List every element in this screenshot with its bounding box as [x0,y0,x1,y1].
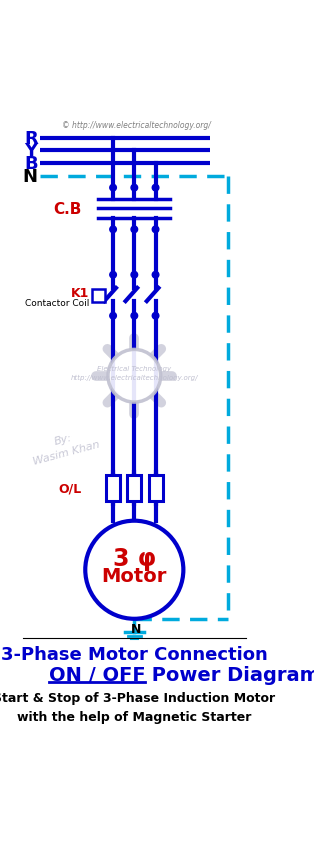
Text: Start & Stop of 3-Phase Induction Motor
with the help of Magnetic Starter: Start & Stop of 3-Phase Induction Motor … [0,690,275,722]
Circle shape [85,521,183,619]
Text: Electrical Technology
http://www.electricaltechnology.org/: Electrical Technology http://www.electri… [71,365,198,381]
FancyBboxPatch shape [106,476,120,501]
Text: © http://www.electricaltechnology.org/: © http://www.electricaltechnology.org/ [62,121,211,129]
FancyBboxPatch shape [149,476,163,501]
Text: O/L: O/L [58,482,82,495]
Circle shape [110,227,116,233]
FancyBboxPatch shape [127,476,141,501]
Circle shape [110,185,116,192]
Circle shape [152,272,159,279]
Text: C.B: C.B [53,202,82,217]
Text: Y: Y [24,142,38,160]
Text: Contactor Coil: Contactor Coil [24,299,89,308]
Text: Motor: Motor [102,566,167,586]
Text: By:
Wasim Khan: By: Wasim Khan [29,425,101,466]
Text: B: B [24,154,38,172]
Circle shape [152,185,159,192]
Text: 3 φ: 3 φ [113,546,156,571]
Circle shape [110,272,116,279]
Text: K1: K1 [71,286,89,300]
Circle shape [108,350,161,403]
FancyBboxPatch shape [92,289,105,302]
Circle shape [131,185,138,192]
Circle shape [152,227,159,233]
Text: ON / OFF: ON / OFF [49,665,145,684]
Text: R: R [24,130,38,148]
Text: Power Diagram: Power Diagram [145,665,314,684]
Circle shape [152,313,159,320]
Circle shape [131,227,138,233]
Text: N: N [131,622,141,635]
Circle shape [131,272,138,279]
Circle shape [110,313,116,320]
Text: N: N [23,168,38,186]
Circle shape [131,313,138,320]
Text: 3-Phase Motor Connection: 3-Phase Motor Connection [1,645,268,663]
